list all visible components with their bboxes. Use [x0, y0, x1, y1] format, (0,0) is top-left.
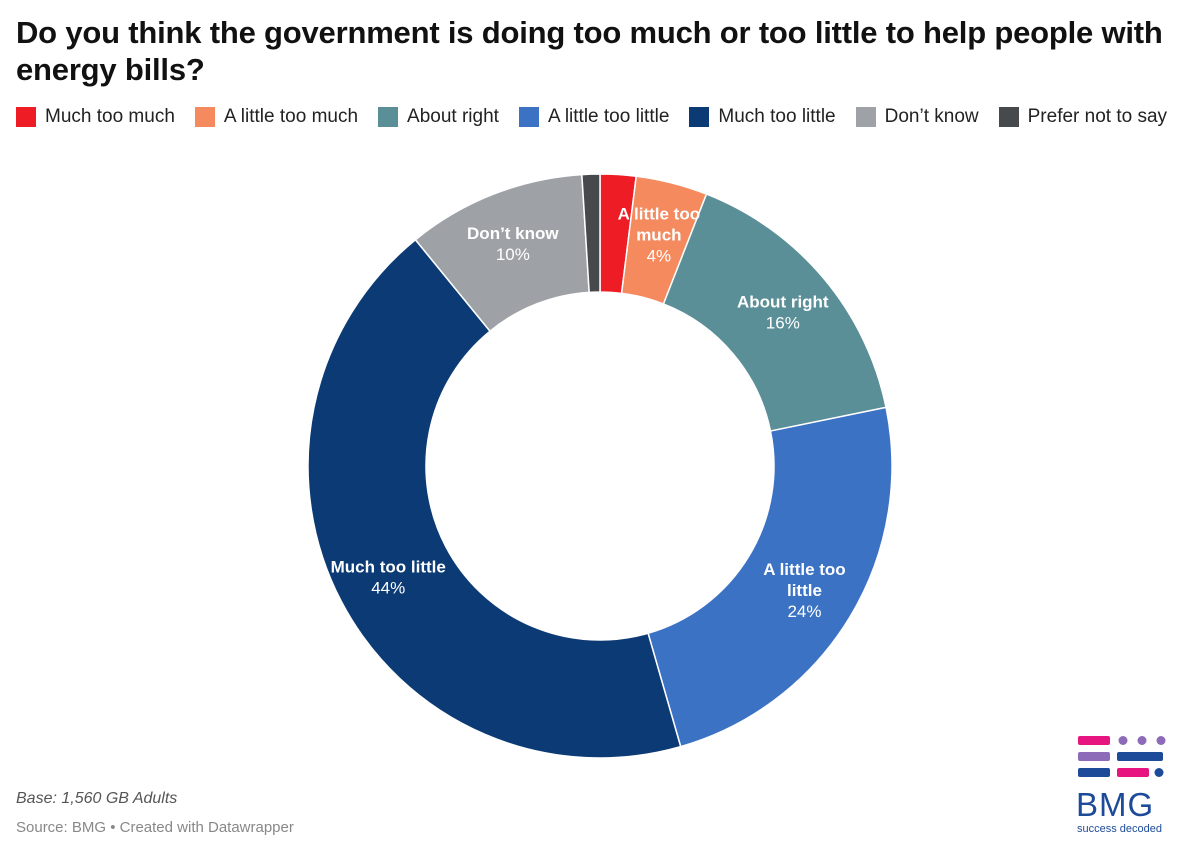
- legend-label: A little too much: [223, 106, 359, 127]
- legend-item-about-right: About right: [378, 106, 499, 128]
- slice-value-label: 4%: [647, 246, 672, 265]
- legend-item-prefer-not-to-say: Prefer not to say: [998, 106, 1168, 128]
- donut-slice-a-little-too-little: [647, 406, 893, 748]
- donut-slice-about-right: [662, 193, 887, 432]
- slice-label: About right 16%: [737, 293, 829, 333]
- logo-bar: [1117, 768, 1149, 777]
- slice-label: A little too little 24%: [763, 560, 845, 621]
- legend-label: Don’t know: [884, 106, 979, 127]
- logo-bar: [1078, 752, 1110, 761]
- slice-value-label: 10%: [496, 245, 530, 264]
- slice-label: Don’t know 10%: [467, 224, 559, 264]
- legend-item-dont-know: Don’t know: [855, 106, 979, 128]
- slice-name-label: Don’t know: [467, 224, 559, 243]
- legend-swatch: [998, 107, 1019, 127]
- legend-label: A little too little: [547, 106, 670, 127]
- chart-title: Do you think the government is doing too…: [16, 15, 1163, 87]
- legend-item-much-too-little: Much too little: [689, 106, 836, 128]
- slice-value-label: 24%: [787, 602, 821, 621]
- logo-dot: [1156, 736, 1166, 745]
- donut-slice-prefer-not-to-say: [581, 173, 601, 294]
- logo-bar: [1117, 752, 1163, 761]
- legend: Much too much A little too much About ri…: [16, 106, 1187, 128]
- legend-label: Much too little: [718, 106, 836, 127]
- slice-name-label: A little too: [763, 560, 845, 579]
- source-note: Source: BMG • Created with Datawrapper: [16, 819, 294, 836]
- legend-label: Prefer not to say: [1027, 106, 1168, 127]
- slice-value-label: 16%: [766, 314, 800, 333]
- logo-name: BMG: [1076, 786, 1155, 823]
- logo-tagline: success decoded: [1077, 823, 1162, 835]
- legend-swatch: [689, 107, 710, 127]
- logo-bar: [1078, 768, 1110, 777]
- legend-item-a-little-too-little: A little too little: [518, 106, 670, 128]
- slice-name-label: About right: [737, 293, 829, 312]
- logo-bar: [1078, 736, 1110, 745]
- slice-name-label: little: [787, 581, 822, 600]
- slice-name-label: A little too: [618, 204, 700, 223]
- slice-label: Much too little 44%: [331, 557, 446, 597]
- legend-swatch: [855, 107, 876, 127]
- base-note: Base: 1,560 GB Adults: [16, 790, 178, 807]
- legend-label: Much too much: [45, 106, 175, 127]
- bmg-logo: [1078, 736, 1166, 777]
- slice-name-label: Much too little: [331, 557, 446, 576]
- slice-label: A little too much 4%: [618, 204, 700, 265]
- donut-slice-much-too-little: [307, 238, 682, 759]
- legend-swatch: [16, 107, 36, 127]
- legend-swatch: [378, 107, 399, 127]
- logo-dot: [1118, 736, 1128, 745]
- legend-item-a-little-too-much: A little too much: [194, 106, 359, 128]
- slice-value-label: 44%: [371, 578, 405, 597]
- logo-dot: [1154, 768, 1164, 777]
- slice-name-label: much: [636, 225, 681, 244]
- legend-label: About right: [407, 106, 499, 127]
- legend-item-much-too-much: Much too much: [16, 106, 175, 128]
- legend-swatch: [518, 107, 539, 127]
- legend-swatch: [194, 107, 215, 127]
- logo-dot: [1137, 736, 1147, 745]
